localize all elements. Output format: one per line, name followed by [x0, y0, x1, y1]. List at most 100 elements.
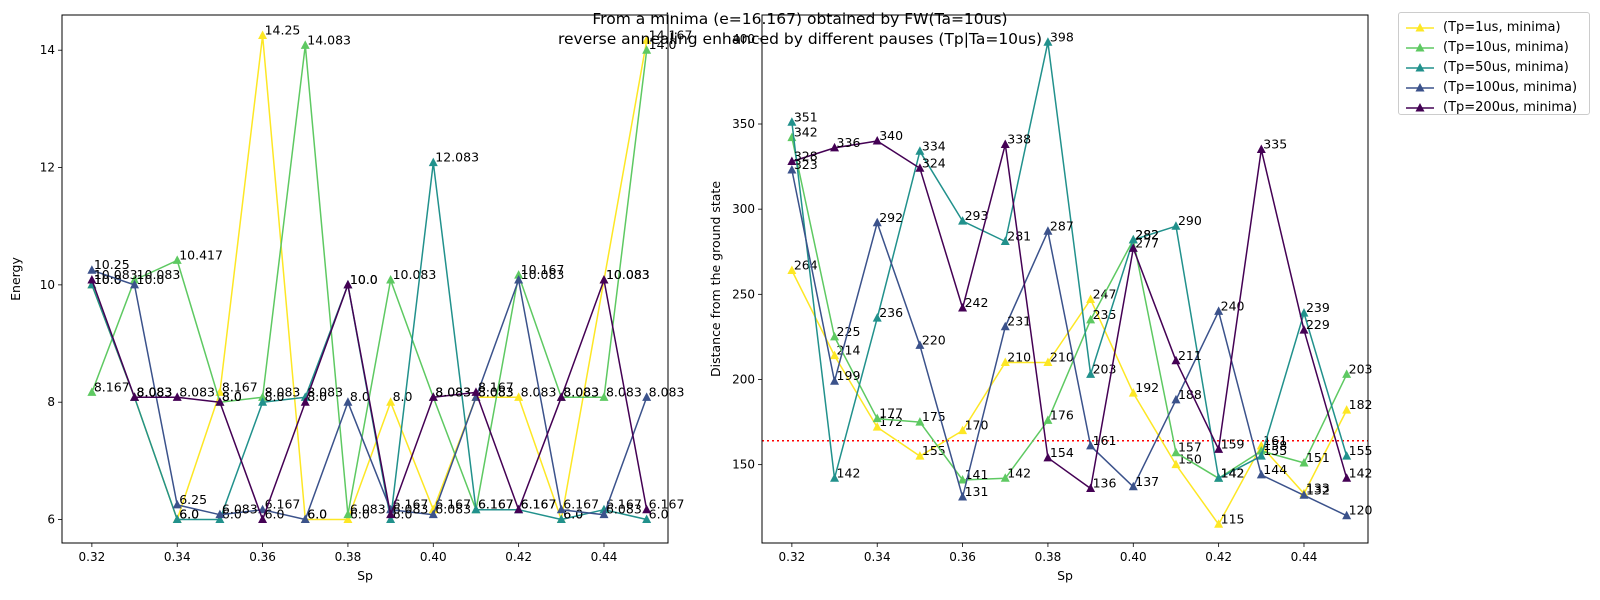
data-label: 287 — [1050, 218, 1074, 233]
data-point — [258, 392, 268, 401]
y-tick-label: 8 — [47, 395, 55, 409]
data-label: 6.0 — [307, 507, 327, 522]
data-point — [258, 514, 268, 524]
legend-label: (Tp=10us, minima) — [1443, 39, 1569, 55]
x-tick-label: 0.40 — [420, 550, 447, 564]
x-tick-label: 0.42 — [1205, 550, 1232, 564]
x-tick-label: 0.44 — [1291, 550, 1318, 564]
data-label: 157 — [1178, 440, 1202, 455]
x-tick-label: 0.44 — [591, 550, 618, 564]
data-point — [1171, 459, 1181, 469]
series-line — [791, 270, 1348, 526]
data-label: 14.167 — [649, 27, 693, 42]
data-label: 161 — [1263, 433, 1287, 448]
data-label: 155 — [1349, 443, 1373, 458]
data-label: 8.083 — [435, 384, 471, 399]
data-label: 10.0 — [94, 272, 122, 287]
data-point — [428, 157, 438, 167]
data-point — [343, 279, 353, 289]
data-point — [471, 387, 481, 396]
data-point — [958, 302, 968, 312]
data-label: 150 — [1178, 452, 1202, 467]
data-label: 8.083 — [137, 384, 173, 399]
x-tick-label: 0.42 — [505, 550, 532, 564]
data-label: 323 — [794, 157, 818, 172]
data-label: 155 — [1263, 443, 1287, 458]
data-point — [599, 504, 609, 514]
data-point — [258, 397, 268, 406]
data-label: 6.083 — [435, 502, 471, 517]
y-axis-label: Distance from the ground state — [708, 181, 723, 377]
data-label: 8.167 — [478, 379, 514, 394]
data-label: 6.167 — [521, 497, 557, 512]
data-label: 8.083 — [478, 384, 514, 399]
data-point — [300, 392, 310, 401]
chart-panel-2: 0.32 0.34 0.36 0.38 0.40 0.42 0.44 150 200 250 300… — [708, 14, 1373, 583]
data-label: 170 — [965, 418, 989, 433]
data-label: 6.167 — [521, 497, 557, 512]
data-point — [428, 504, 438, 514]
legend-entry: (Tp=1us, minima) — [1405, 17, 1583, 37]
data-label: 203 — [1349, 361, 1373, 376]
data-point — [830, 473, 840, 482]
data-label: 10.417 — [179, 247, 223, 262]
data-point — [215, 397, 225, 406]
data-point — [1128, 243, 1138, 252]
data-label: 10.0 — [94, 272, 122, 287]
data-point — [642, 35, 652, 44]
data-point — [428, 509, 438, 519]
data-label: 8.0 — [222, 389, 242, 404]
data-point — [1214, 519, 1224, 528]
data-point — [172, 392, 182, 401]
data-point — [172, 514, 182, 524]
data-point — [830, 350, 840, 360]
data-label: 235 — [1093, 307, 1117, 322]
data-label: 6.167 — [435, 497, 471, 512]
legend-swatch — [1406, 83, 1434, 92]
chart-panel-1: 0.32 0.34 0.36 0.38 0.40 0.42 0.44 6 8 10 12 14 Sp En… — [8, 14, 693, 583]
data-point — [1043, 415, 1053, 424]
series-4: 3231992922201312312871611371882401441321… — [787, 157, 1373, 520]
series-line — [791, 41, 1348, 480]
data-point — [300, 40, 310, 49]
data-point — [428, 392, 438, 401]
data-point — [1086, 483, 1096, 492]
data-point — [915, 163, 925, 172]
x-axis-label: Sp — [357, 568, 373, 583]
data-label: 142 — [1221, 465, 1245, 480]
legend-swatch — [1406, 43, 1434, 52]
data-point — [1299, 325, 1309, 334]
data-label: 340 — [879, 128, 903, 143]
data-label: 10.0 — [350, 272, 378, 287]
data-label: 172 — [879, 414, 903, 429]
y-axis-label: Energy — [8, 257, 23, 301]
data-label: 6.0 — [350, 507, 370, 522]
data-label: 8.083 — [265, 384, 301, 399]
data-label: 10.0 — [137, 272, 165, 287]
data-point — [1299, 457, 1309, 467]
data-label: 342 — [794, 125, 818, 140]
data-label: 335 — [1263, 137, 1287, 152]
data-point — [642, 514, 652, 524]
data-label: 8.083 — [606, 384, 642, 399]
data-point — [915, 417, 925, 426]
data-point — [1299, 308, 1309, 317]
data-label: 281 — [1007, 229, 1031, 244]
data-label: 136 — [1093, 475, 1117, 490]
y-tick-label: 200 — [732, 372, 755, 386]
data-label: 8.083 — [307, 384, 343, 399]
y-tick-label: 300 — [732, 202, 755, 216]
data-label: 188 — [1178, 387, 1202, 402]
data-label: 10.083 — [94, 267, 138, 282]
data-label: 158 — [1263, 438, 1287, 453]
data-label: 210 — [1007, 349, 1031, 364]
data-label: 131 — [965, 484, 989, 499]
data-label: 10.0 — [350, 272, 378, 287]
data-point — [1000, 321, 1010, 331]
data-point — [915, 146, 925, 155]
data-label: 14.083 — [307, 32, 351, 47]
data-point — [1256, 451, 1266, 460]
